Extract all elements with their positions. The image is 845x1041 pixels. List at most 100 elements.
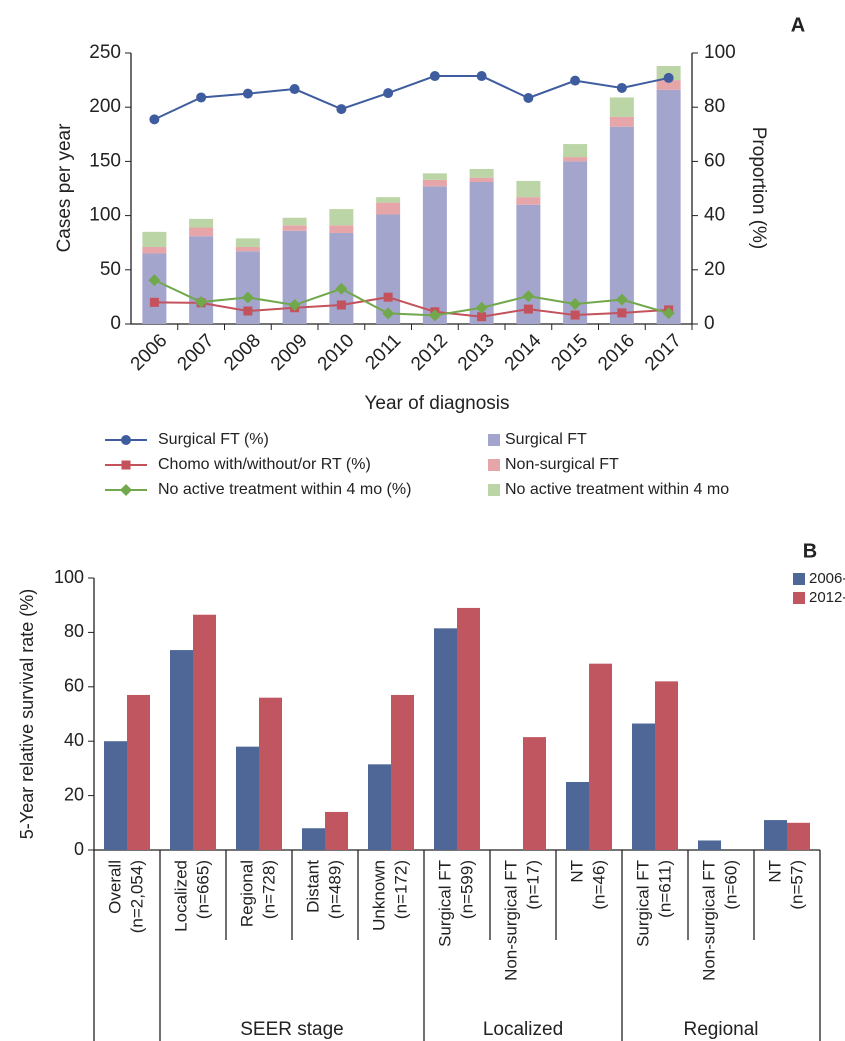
bar-segment (235, 238, 260, 248)
line-marker (428, 309, 441, 322)
bar (698, 840, 721, 850)
line-marker (383, 292, 393, 302)
x-tick-label: Distant (303, 860, 322, 913)
bar (391, 694, 414, 850)
bar (655, 681, 678, 850)
y2-tick-label: 80 (704, 96, 725, 117)
line-marker (289, 84, 300, 95)
x-tick-label: 2017 (641, 330, 686, 375)
bar (236, 746, 259, 850)
bar-segment (422, 186, 447, 324)
bar-segment (282, 225, 307, 231)
bar-segment (563, 157, 588, 162)
line-marker (242, 88, 253, 99)
line-marker (121, 460, 131, 470)
x-tick-label: 2009 (267, 330, 312, 375)
line (153, 279, 669, 317)
bar-segment (656, 89, 681, 324)
bar (302, 828, 325, 850)
x-tick-label: (n=60) (721, 860, 740, 910)
bar-segment (469, 181, 494, 324)
bar (170, 650, 193, 850)
legend-swatch (793, 592, 805, 604)
x-tick-label: NT (765, 860, 784, 883)
x-tick-label: (n=611) (655, 860, 674, 918)
bar-segment (422, 179, 447, 187)
y2-tick-label: 60 (704, 150, 725, 171)
line-marker (477, 312, 487, 322)
bar-segment (469, 168, 494, 178)
bar-segment (469, 177, 494, 182)
x-tick-label: (n=489) (325, 860, 344, 919)
bar-segment (189, 227, 214, 237)
y-tick-label: 0 (110, 313, 121, 334)
x-tick-label: (n=665) (193, 860, 212, 919)
y-tick-label: 50 (100, 259, 121, 280)
line-marker (570, 310, 580, 320)
y-tick-label: 200 (89, 96, 121, 117)
legend-label: Non-surgical FT (505, 456, 619, 473)
legend-label: Chomo with/without/or RT (%) (158, 456, 371, 473)
bar (434, 628, 457, 850)
legend-label: No active treatment within 4 mo (505, 481, 729, 498)
legend-label: Surgical FT (505, 431, 587, 448)
x-tick-label: Regional (237, 860, 256, 927)
bar-segment (422, 173, 447, 180)
bar-segment (516, 204, 541, 324)
y-tick-label: 40 (64, 730, 84, 750)
line-marker (148, 274, 161, 287)
line-marker (149, 114, 160, 125)
y-tick-label: 20 (64, 784, 84, 804)
y-axis-title: Cases per year (54, 123, 75, 253)
bar-segment (516, 197, 541, 205)
bar-segment (142, 253, 167, 324)
bar-segment (376, 197, 401, 203)
x-tick-label: Non-surgical FT (501, 860, 520, 981)
y-axis-title: 5-Year relative survival rate (%) (17, 589, 37, 839)
x-tick-label: 2013 (454, 330, 499, 375)
bar (457, 607, 480, 850)
y2-tick-label: 0 (704, 313, 715, 334)
legend-swatch (488, 484, 500, 496)
y-tick-label: 100 (89, 205, 121, 226)
x-tick-label: (n=599) (457, 860, 476, 919)
line-marker (615, 293, 628, 306)
legend-swatch (488, 434, 500, 446)
bar (566, 782, 589, 850)
bar-segment (609, 116, 634, 127)
bar-segment (563, 161, 588, 324)
legend-label: 2012-2017 (809, 589, 845, 606)
x-tick-label: 2010 (314, 330, 359, 375)
x-tick-label: 2012 (407, 330, 452, 375)
x-tick-label: 2007 (173, 330, 218, 375)
x-tick-label: (n=57) (787, 860, 806, 910)
group-label: SEER stage (240, 1019, 344, 1040)
bar (368, 764, 391, 850)
bar (523, 737, 546, 850)
bar-segment (609, 97, 634, 117)
bar-segment (142, 231, 167, 248)
y2-tick-label: 40 (704, 205, 725, 226)
y-tick-label: 100 (54, 567, 84, 587)
group-label: Localized (483, 1019, 563, 1040)
bar-segment (516, 180, 541, 198)
line-marker (383, 88, 394, 99)
x-tick-label: (n=46) (589, 860, 608, 910)
panel-label: A (791, 14, 805, 36)
x-tick-label: (n=17) (523, 860, 542, 910)
x-tick-label: Surgical FT (435, 860, 454, 947)
x-axis-title: Year of diagnosis (364, 393, 509, 414)
y2-tick-label: 20 (704, 259, 725, 280)
bar-segment (189, 236, 214, 324)
line-marker (241, 291, 254, 304)
bar (787, 822, 810, 850)
bar (127, 694, 150, 850)
line-marker (429, 71, 440, 82)
x-tick-label: Overall (105, 860, 124, 914)
bar-segment (376, 202, 401, 215)
bar-segment (329, 232, 354, 324)
x-tick-label: 2016 (594, 330, 639, 375)
y-tick-label: 0 (74, 839, 84, 859)
bar (193, 614, 216, 850)
bar-segment (563, 144, 588, 158)
